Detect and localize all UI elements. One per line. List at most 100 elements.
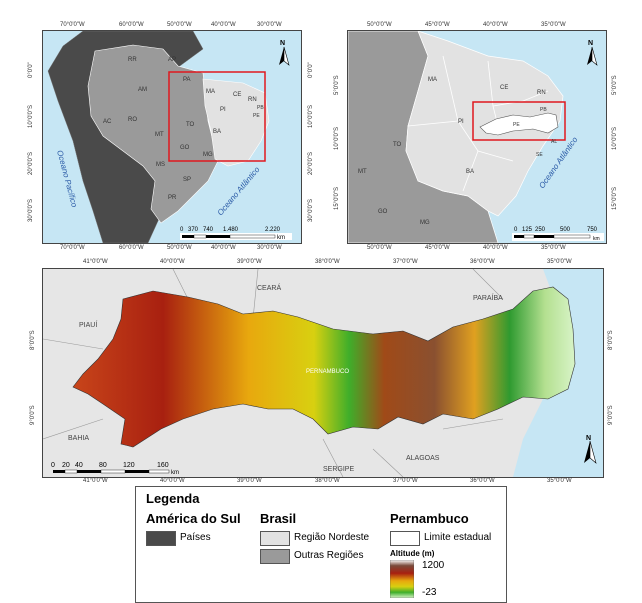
north-arrow-icon <box>279 46 290 66</box>
state-limit-swatch <box>390 531 420 546</box>
lat-tick: 8°0'0"S <box>608 330 614 350</box>
state-label: AM <box>138 87 147 93</box>
lon-tick: 38°0'0"W <box>315 259 340 265</box>
state-label: GO <box>378 209 388 215</box>
scale-label: 0 <box>514 227 518 233</box>
north-arrow-icon <box>584 440 597 464</box>
northeast-label: Região Nordeste <box>294 532 370 543</box>
scale-label: 0 <box>180 227 184 233</box>
lon-tick: 35°0'0"W <box>547 259 572 265</box>
scale-label: 120 <box>123 462 135 469</box>
lat-tick: 9°0'0"S <box>608 405 614 425</box>
lon-tick: 39°0'0"W <box>237 259 262 265</box>
scale-label: 0 <box>51 462 55 469</box>
state-borders <box>43 269 504 477</box>
state-label: CE <box>500 85 508 91</box>
state-label: MG <box>203 152 213 158</box>
neighbor-label: BAHIA <box>68 435 89 442</box>
state-label: PI <box>458 119 464 125</box>
brazil-other-regions <box>87 44 219 224</box>
lat-tick: 0°0'0" <box>28 62 34 78</box>
lon-tick: 36°0'0"W <box>470 259 495 265</box>
state-label: CE <box>233 92 241 98</box>
altitude-max-label: 1200 <box>422 560 445 571</box>
lon-tick: 40°0'0"W <box>211 22 236 28</box>
lon-tick: 30°0'0"W <box>257 22 282 28</box>
state-limit-label: Limite estadual <box>424 532 492 543</box>
state-label: PE <box>513 122 520 128</box>
lon-tick: 30°0'0"W <box>257 245 282 251</box>
lon-tick: 70°0'0"W <box>60 245 85 251</box>
lon-tick: 36°0'0"W <box>470 478 495 484</box>
lon-tick: 38°0'0"W <box>315 478 340 484</box>
state-label: SE <box>536 152 543 158</box>
lat-tick: 10°0'0"S <box>308 104 314 128</box>
lon-tick: 35°0'0"W <box>541 22 566 28</box>
scale-label: 370 <box>188 227 199 233</box>
northeast-map-canvas: MA CE RN PB PE PI AL SE BA TO MG GO MT O… <box>348 31 606 243</box>
lon-tick: 40°0'0"W <box>483 22 508 28</box>
lon-tick: 40°0'0"W <box>483 245 508 251</box>
scale-label: 500 <box>560 227 571 233</box>
lon-tick: 35°0'0"W <box>541 245 566 251</box>
state-label: RN <box>537 90 546 96</box>
state-label: PE <box>253 113 260 119</box>
state-label: BA <box>213 129 221 135</box>
lat-tick: 0°0'0" <box>308 62 314 78</box>
lat-tick: 8°0'0"S <box>30 330 36 350</box>
state-label: RR <box>128 57 137 63</box>
lon-tick: 60°0'0"W <box>119 22 144 28</box>
lon-tick: 50°0'0"W <box>167 245 192 251</box>
state-label: BA <box>466 169 474 175</box>
scale-unit: km <box>277 235 285 241</box>
lon-tick: 37°0'0"W <box>393 478 418 484</box>
north-label: N <box>588 40 593 47</box>
other-regions-label: Outras Regiões <box>294 550 364 561</box>
state-label: MS <box>156 162 165 168</box>
state-label: AP <box>168 57 176 63</box>
state-label: PR <box>168 195 177 201</box>
state-label: TO <box>186 122 195 128</box>
state-label: MA <box>428 77 437 83</box>
northeast-swatch <box>260 531 290 546</box>
lat-tick: 30°0'0"S <box>308 198 314 222</box>
state-label: MT <box>155 132 164 138</box>
lon-tick: 41°0'0"W <box>83 259 108 265</box>
state-borders <box>407 55 559 192</box>
lon-tick: 39°0'0"W <box>237 478 262 484</box>
lon-tick: 40°0'0"W <box>211 245 236 251</box>
lat-tick: 9°0'0"S <box>30 405 36 425</box>
altitude-color-ramp <box>390 560 414 598</box>
state-label: AC <box>103 119 112 125</box>
lon-tick: 40°0'0"W <box>160 478 185 484</box>
neighbor-label: ALAGOAS <box>406 455 440 462</box>
state-label: PI <box>220 107 226 113</box>
scale-label: 740 <box>203 227 214 233</box>
scale-label: 1.480 <box>223 227 239 233</box>
state-label: PA <box>183 77 191 83</box>
scale-label: 250 <box>535 227 546 233</box>
countries-swatch <box>146 531 176 546</box>
lon-tick: 60°0'0"W <box>119 245 144 251</box>
lon-tick: 45°0'0"W <box>425 245 450 251</box>
countries-label: Países <box>180 532 211 543</box>
legend-brazil-heading: Brasil <box>260 511 297 526</box>
altitude-min-label: -23 <box>422 587 437 598</box>
lat-tick: 10°0'0"S <box>612 126 618 150</box>
lon-tick: 35°0'0"W <box>547 478 572 484</box>
scale-label: 2.220 <box>265 227 281 233</box>
northeast-frame <box>168 71 266 162</box>
north-arrow-icon <box>587 46 598 66</box>
scale-bar <box>182 234 276 239</box>
northeast-brazil-map: MA CE RN PB PE PI AL SE BA TO MG GO MT O… <box>347 30 607 244</box>
south-america-map: AM PA MA CE RN PI PB PE BA MT TO GO MS M… <box>42 30 302 244</box>
legend-south-america-heading: América do Sul <box>146 511 241 526</box>
scale-label: 20 <box>62 462 70 469</box>
neighbor-label: PARAÍBA <box>473 293 503 302</box>
state-label: RN <box>248 97 257 103</box>
south-america-map-canvas: AM PA MA CE RN PI PB PE BA MT TO GO MS M… <box>43 31 301 243</box>
state-label: MT <box>358 169 367 175</box>
lon-tick: 50°0'0"W <box>367 245 392 251</box>
lat-tick: 15°0'0"S <box>334 186 340 210</box>
pernambuco-map-canvas: CEARÁ PARAÍBA PIAUÍ BAHIA ALAGOAS SERGIP… <box>43 269 603 477</box>
